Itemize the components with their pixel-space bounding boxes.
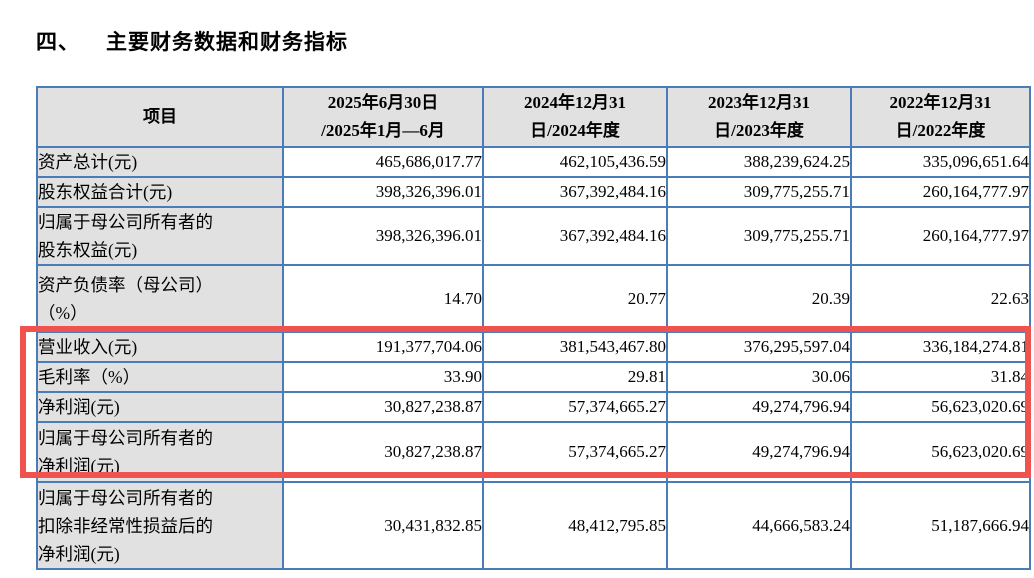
cell-value: 51,187,666.94 [850,481,1031,570]
header-line: /2025年1月—6月 [321,121,445,140]
cell-value: 44,666,583.24 [666,481,852,570]
table-row-gross-margin: 毛利率（%） 33.90 29.81 30.06 31.84 [36,361,1031,393]
section-number: 四、 [36,30,80,54]
cell-value: 30,431,832.85 [282,481,484,570]
cell-value: 309,775,255.71 [666,176,852,208]
header-period-2025: 2025年6月30日 /2025年1月—6月 [282,86,484,148]
row-label: 归属于母公司所有者的 净利润(元) [36,421,284,483]
row-label: 营业收入(元) [36,331,284,363]
cell-value: 367,392,484.16 [482,206,668,266]
header-line: 2022年12月31 [889,93,992,112]
cell-value: 30,827,238.87 [282,391,484,423]
cell-value: 22.63 [850,264,1031,333]
cell-value: 49,274,796.94 [666,421,852,483]
row-label: 资产总计(元) [36,146,284,178]
row-label: 归属于母公司所有者的 扣除非经常性损益后的 净利润(元) [36,481,284,570]
cell-value: 56,623,020.69 [850,421,1031,483]
cell-value: 465,686,017.77 [282,146,484,178]
cell-value: 309,775,255.71 [666,206,852,266]
row-label: 净利润(元) [36,391,284,423]
header-period-2023: 2023年12月31 日/2023年度 [666,86,852,148]
header-line: 日/2022年度 [895,121,986,140]
cell-value: 388,239,624.25 [666,146,852,178]
header-line: 2024年12月31 [524,93,626,112]
header-period-2024: 2024年12月31 日/2024年度 [482,86,668,148]
cell-value: 29.81 [482,361,668,393]
cell-value: 30,827,238.87 [282,421,484,483]
section-title: 四、 主要财务数据和财务指标 [36,26,348,56]
table-header-row: 项目 2025年6月30日 /2025年1月—6月 2024年12月31 日/2… [36,86,1031,148]
cell-value: 191,377,704.06 [282,331,484,363]
cell-value: 57,374,665.27 [482,391,668,423]
cell-value: 57,374,665.27 [482,421,668,483]
table-row-debt-ratio: 资产负债率（母公司） （%） 14.70 20.77 20.39 22.63 [36,264,1031,333]
table-row-total-assets: 资产总计(元) 465,686,017.77 462,105,436.59 38… [36,146,1031,178]
table-row-total-equity: 股东权益合计(元) 398,326,396.01 367,392,484.16 … [36,176,1031,208]
row-label: 归属于母公司所有者的 股东权益(元) [36,206,284,266]
table-row-parent-net-profit-ex-nonrecurring: 归属于母公司所有者的 扣除非经常性损益后的 净利润(元) 30,431,832.… [36,481,1031,570]
cell-value: 30.06 [666,361,852,393]
cell-value: 367,392,484.16 [482,176,668,208]
row-label: 股东权益合计(元) [36,176,284,208]
header-line: 日/2023年度 [714,121,804,140]
cell-value: 381,543,467.80 [482,331,668,363]
cell-value: 376,295,597.04 [666,331,852,363]
cell-value: 14.70 [282,264,484,333]
cell-value: 20.39 [666,264,852,333]
table-row-parent-equity: 归属于母公司所有者的 股东权益(元) 398,326,396.01 367,39… [36,206,1031,266]
cell-value: 20.77 [482,264,668,333]
header-item: 项目 [36,86,284,148]
cell-value: 56,623,020.69 [850,391,1031,423]
cell-value: 398,326,396.01 [282,206,484,266]
header-line: 2023年12月31 [708,93,810,112]
table-row-revenue: 营业收入(元) 191,377,704.06 381,543,467.80 37… [36,331,1031,363]
section-title-text: 主要财务数据和财务指标 [106,30,348,54]
cell-value: 260,164,777.97 [850,206,1031,266]
row-label: 毛利率（%） [36,361,284,393]
cell-value: 48,412,795.85 [482,481,668,570]
table-row-parent-net-profit: 归属于母公司所有者的 净利润(元) 30,827,238.87 57,374,6… [36,421,1031,483]
table-row-net-profit: 净利润(元) 30,827,238.87 57,374,665.27 49,27… [36,391,1031,423]
cell-value: 398,326,396.01 [282,176,484,208]
cell-value: 49,274,796.94 [666,391,852,423]
header-line: 2025年6月30日 [327,93,439,112]
cell-value: 260,164,777.97 [850,176,1031,208]
financial-indicators-table: 项目 2025年6月30日 /2025年1月—6月 2024年12月31 日/2… [36,86,1031,570]
cell-value: 31.84 [850,361,1031,393]
header-line: 日/2024年度 [530,121,620,140]
row-label: 资产负债率（母公司） （%） [36,264,284,333]
cell-value: 335,096,651.64 [850,146,1031,178]
cell-value: 33.90 [282,361,484,393]
header-period-2022: 2022年12月31 日/2022年度 [850,86,1031,148]
cell-value: 336,184,274.81 [850,331,1031,363]
cell-value: 462,105,436.59 [482,146,668,178]
